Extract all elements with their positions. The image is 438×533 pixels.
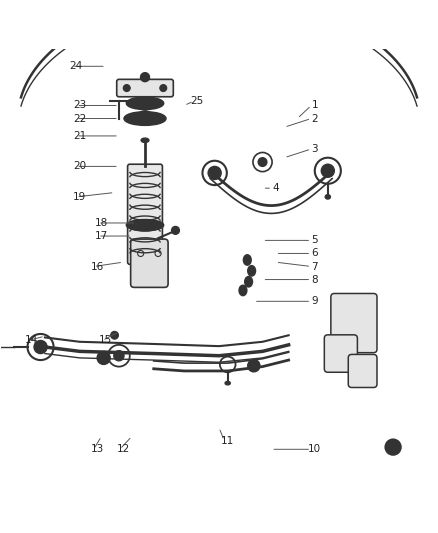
Circle shape	[141, 73, 149, 82]
Text: 12: 12	[117, 445, 130, 454]
FancyBboxPatch shape	[331, 294, 377, 353]
Circle shape	[246, 279, 252, 285]
Text: 21: 21	[73, 131, 86, 141]
Text: 17: 17	[95, 231, 108, 241]
Text: 7: 7	[311, 262, 318, 271]
Circle shape	[172, 227, 180, 235]
Circle shape	[34, 341, 47, 353]
FancyBboxPatch shape	[348, 354, 377, 387]
FancyBboxPatch shape	[324, 335, 357, 372]
Circle shape	[160, 85, 167, 92]
Text: 6: 6	[311, 248, 318, 259]
Text: 15: 15	[99, 335, 113, 345]
Circle shape	[258, 158, 267, 166]
FancyBboxPatch shape	[131, 239, 168, 287]
Ellipse shape	[239, 285, 247, 296]
Text: 3: 3	[311, 144, 318, 154]
Ellipse shape	[248, 265, 255, 276]
Ellipse shape	[325, 195, 330, 199]
Ellipse shape	[136, 100, 154, 107]
Text: 18: 18	[95, 218, 108, 228]
FancyBboxPatch shape	[127, 164, 162, 264]
Ellipse shape	[138, 111, 152, 122]
FancyBboxPatch shape	[117, 79, 173, 97]
Ellipse shape	[124, 112, 166, 125]
Ellipse shape	[132, 114, 158, 123]
Text: 11: 11	[221, 435, 234, 446]
Circle shape	[385, 439, 401, 455]
Circle shape	[321, 164, 334, 177]
Ellipse shape	[225, 382, 230, 385]
Text: 2: 2	[311, 114, 318, 124]
Ellipse shape	[245, 277, 253, 287]
Circle shape	[249, 268, 254, 274]
Circle shape	[390, 443, 396, 450]
Ellipse shape	[244, 255, 251, 265]
Circle shape	[114, 351, 124, 361]
Text: 4: 4	[272, 183, 279, 193]
Circle shape	[97, 351, 110, 365]
Text: 14: 14	[25, 335, 39, 345]
Text: 13: 13	[91, 445, 104, 454]
Text: 10: 10	[308, 445, 321, 454]
Circle shape	[111, 332, 118, 339]
Text: 9: 9	[311, 296, 318, 306]
Text: 24: 24	[69, 61, 82, 71]
Text: 16: 16	[91, 262, 104, 271]
Text: 1: 1	[311, 100, 318, 110]
Circle shape	[240, 287, 246, 294]
Text: 25: 25	[191, 96, 204, 106]
Circle shape	[248, 360, 260, 372]
Text: 19: 19	[73, 192, 86, 202]
Circle shape	[208, 166, 221, 180]
Circle shape	[244, 257, 251, 263]
Text: 23: 23	[73, 100, 86, 110]
Circle shape	[123, 85, 130, 92]
Text: 20: 20	[73, 161, 86, 172]
Ellipse shape	[130, 221, 160, 229]
Text: 8: 8	[311, 274, 318, 285]
Ellipse shape	[127, 97, 163, 109]
Ellipse shape	[141, 138, 149, 142]
Text: 5: 5	[311, 236, 318, 245]
Ellipse shape	[127, 220, 163, 231]
Text: 22: 22	[73, 114, 86, 124]
Circle shape	[143, 75, 147, 79]
